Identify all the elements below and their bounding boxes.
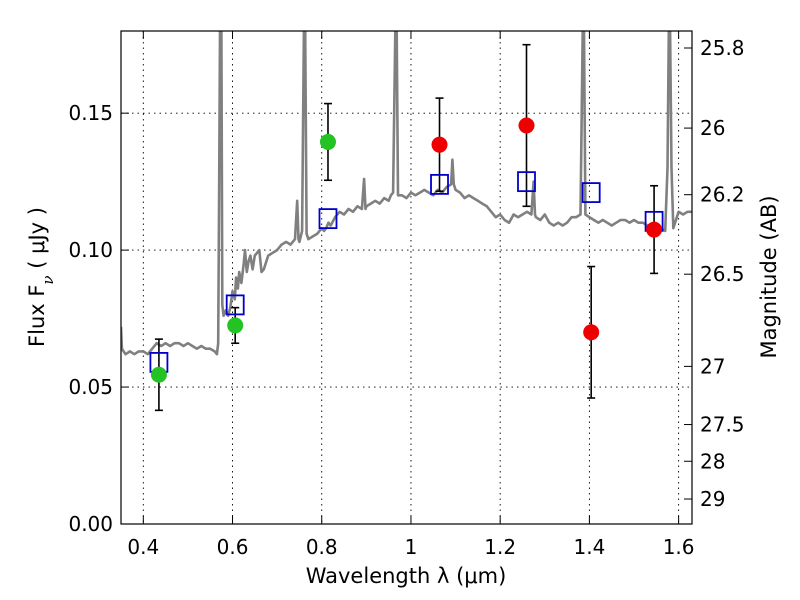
- y-axis-label-main: Flux F: [25, 285, 49, 347]
- y-axis-label-unit: ( μJy ): [25, 207, 49, 275]
- red-point: [583, 324, 600, 341]
- right-tick-label: 27: [700, 354, 725, 378]
- green-point: [227, 317, 244, 334]
- right-axis-label: Magnitude (AB): [757, 195, 781, 358]
- right-tick-label: 28: [700, 449, 725, 473]
- y-axis-label-subscript: ν: [39, 275, 57, 284]
- x-tick-label: 1.4: [573, 535, 605, 559]
- series-layer: [121, 31, 692, 412]
- red-point: [431, 136, 448, 153]
- red-point: [518, 117, 535, 134]
- right-tick-label: 26.5: [700, 262, 745, 286]
- green-point: [319, 133, 336, 150]
- x-tick-label: 0.8: [306, 535, 338, 559]
- right-tick-label: 26.2: [700, 183, 745, 207]
- red-point: [646, 221, 663, 238]
- x-tick-label: 1.6: [663, 535, 695, 559]
- y-tick-label: 0.15: [68, 101, 113, 125]
- x-tick-label: 1: [405, 535, 418, 559]
- right-tick-label: 27.5: [700, 413, 745, 437]
- ticks: 0.4 0.6 0.8 1 1.2 1.4 1.6 0.00 0.05 0.10 0.15 25.8 2…: [68, 31, 745, 559]
- model-box: [318, 208, 338, 230]
- y-axis-label: Flux Fν ( μJy ): [25, 207, 57, 347]
- x-tick-label: 0.6: [217, 535, 249, 559]
- model-box: [225, 294, 245, 316]
- right-tick-label: 29: [700, 487, 725, 511]
- y-tick-label: 0.05: [68, 375, 113, 399]
- y-tick-label: 0.00: [68, 512, 113, 536]
- plot-frame: [120, 30, 693, 525]
- plot-background: [121, 31, 692, 524]
- x-axis-label: Wavelength λ (μm): [306, 564, 507, 588]
- y-tick-label: 0.10: [68, 238, 113, 262]
- green-point: [150, 366, 167, 383]
- model-box: [430, 173, 449, 195]
- x-tick-label: 1.2: [484, 535, 516, 559]
- right-tick-label: 25.8: [700, 36, 745, 60]
- right-tick-label: 26: [700, 116, 725, 140]
- spectrum-line: [121, 31, 692, 356]
- model-box: [517, 171, 536, 193]
- model-box: [581, 182, 601, 203]
- x-tick-label: 0.4: [127, 535, 159, 559]
